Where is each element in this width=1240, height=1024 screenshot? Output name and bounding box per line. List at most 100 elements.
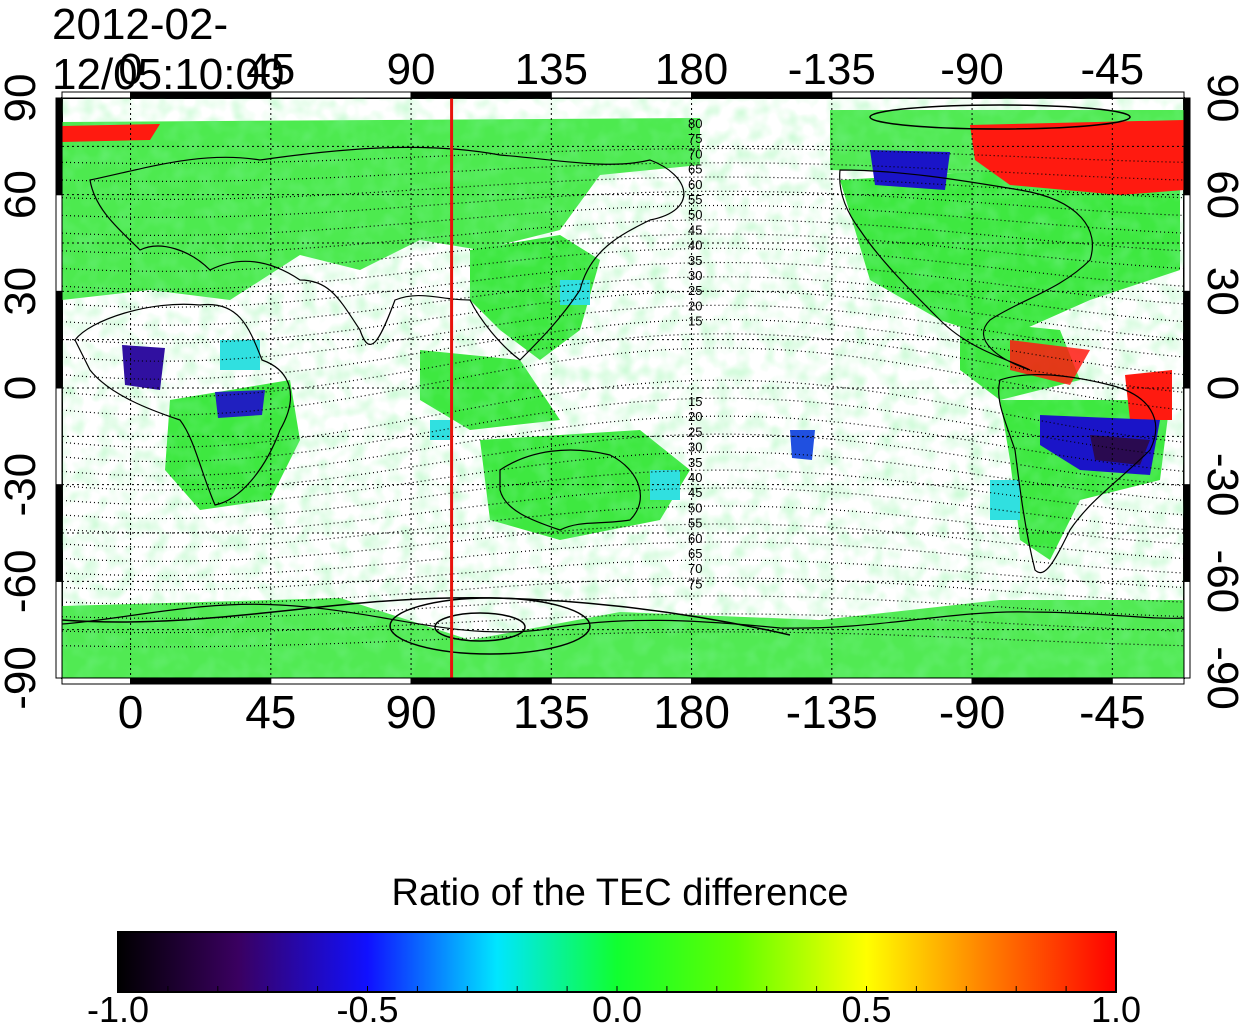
coastline-eurasia (89, 146, 685, 361)
south-contour-label: 65 (688, 546, 702, 561)
west-africa-negative-anomaly (122, 345, 165, 390)
south-polar-contour (62, 597, 791, 636)
top-lon-label: -45 (1081, 45, 1145, 94)
colorbar-gradient (117, 931, 1117, 993)
right-lat-label: -30 (1198, 453, 1240, 517)
right-axis-segment (1183, 484, 1191, 582)
magnetic-contour-line (62, 318, 1184, 380)
left-axis-segment (55, 580, 63, 679)
tec-world-map: 0 45 90 135 180 -135 -90 -45 0 45 90 135 180 -135 -90… (0, 45, 1240, 738)
south-contour-label: 30 (688, 440, 702, 455)
top-lon-label: 90 (387, 45, 436, 94)
coastline-australia (499, 449, 641, 531)
south-contour-label: 40 (688, 470, 702, 485)
magnetic-contour-line (62, 219, 1184, 254)
bottom-lon-label: -135 (786, 686, 878, 738)
bottom-lon-label: 0 (118, 686, 144, 738)
magnetic-contour-line (62, 433, 1184, 491)
left-axis-segment (55, 194, 63, 292)
coastline-north-america (839, 169, 1094, 371)
colorbar: -1.0 -0.5 0.0 0.5 1.0 (87, 931, 1141, 1024)
north-contour-label: 55 (688, 192, 702, 207)
south-america-core-negative (1090, 435, 1150, 465)
left-lat-label: -90 (0, 646, 45, 710)
left-lat-label: 30 (0, 267, 45, 316)
bottom-longitude-labels: 0 45 90 135 180 -135 -90 -45 (118, 686, 1146, 738)
north-contour-label: 40 (688, 238, 702, 253)
magnetic-contour-line (62, 415, 1184, 477)
left-lat-label: -60 (0, 550, 45, 614)
magnetic-contour-line (62, 559, 1184, 591)
right-axis-segment (1183, 194, 1191, 292)
bottom-axis-segment (971, 677, 1113, 685)
axis-tick-bars (55, 91, 1191, 685)
negative-anomalies (122, 150, 1160, 475)
north-contour-label: 75 (688, 131, 702, 146)
north-contour-label: 50 (688, 207, 702, 222)
greenland-positive-anomaly (62, 124, 160, 142)
bottom-axis-segment (270, 677, 412, 685)
colorbar-title: Ratio of the TEC difference (391, 872, 849, 914)
south-contour-label: 60 (688, 531, 702, 546)
colorbar-tick-label: 0.5 (841, 989, 891, 1024)
bottom-lon-label: -45 (1079, 686, 1145, 738)
top-lon-label: 135 (515, 45, 588, 94)
bottom-axis-segment (1111, 677, 1185, 685)
coastline-antarctica (62, 603, 1184, 633)
top-lon-label: 45 (246, 45, 295, 94)
right-lat-label: 0 (1198, 376, 1240, 400)
colorbar-tick-label: -0.5 (336, 989, 398, 1024)
contour-labels: 8075706560555045403530252015152025303540… (688, 116, 702, 591)
south-contour-label: 25 (688, 424, 702, 439)
top-lon-label: -90 (940, 45, 1004, 94)
south-contour-label: 20 (688, 409, 702, 424)
magnetic-contour-line (62, 304, 1184, 362)
colorbar-tick-label: 0.0 (592, 989, 642, 1024)
bottom-lon-label: -90 (939, 686, 1005, 738)
left-axis-segment (55, 290, 63, 389)
colorbar-tick-label: 1.0 (1091, 989, 1141, 1024)
right-lat-label: 90 (1198, 74, 1240, 123)
pacific-negative-anomaly (790, 430, 815, 460)
bottom-axis-segment (410, 677, 552, 685)
south-contour-label: 75 (688, 576, 702, 591)
magnetic-contour-line (62, 204, 1184, 237)
south-contour-label: 35 (688, 455, 702, 470)
africa-negative-anomaly (215, 390, 265, 418)
north-contour-label: 80 (688, 116, 702, 131)
top-axis-segment (1111, 91, 1185, 99)
magnetic-latitude-contours (62, 147, 1184, 648)
bottom-axis-segment (130, 677, 272, 685)
south-contour-label: 15 (688, 394, 702, 409)
north-contour-label: 30 (688, 268, 702, 283)
magnetic-pole-contours (62, 104, 1131, 655)
south-contour-label: 55 (688, 516, 702, 531)
bottom-lon-label: 90 (385, 686, 436, 738)
coastline-africa (74, 303, 291, 506)
left-lat-label: 0 (0, 376, 45, 400)
north-contour-label: 60 (688, 177, 702, 192)
south-magnetic-pole-inner-contour (434, 612, 526, 642)
magnetic-contour-line (62, 190, 1184, 218)
caribbean-positive-anomaly (1010, 340, 1090, 385)
coastline-south-america (998, 373, 1157, 574)
arctic-negative-anomaly (870, 150, 950, 190)
bottom-lon-label: 180 (653, 686, 730, 738)
north-contour-label: 25 (688, 283, 702, 298)
north-contour-label: 65 (688, 162, 702, 177)
right-lat-label: 60 (1198, 170, 1240, 219)
north-magnetic-pole-contour (869, 104, 1131, 130)
positive-anomalies (62, 120, 1184, 420)
colorbar-ticks: -1.0 -0.5 0.0 0.5 1.0 (87, 986, 1141, 1024)
right-axis-segment (1183, 97, 1191, 196)
north-contour-label: 70 (688, 146, 702, 161)
left-latitude-labels: 90 60 30 0 -30 -60 -90 (0, 74, 45, 710)
magnetic-contour-line (62, 541, 1184, 577)
left-lat-label: -30 (0, 453, 45, 517)
left-axis-segment (55, 387, 63, 486)
top-lon-label: 180 (655, 45, 728, 94)
south-contour-label: 45 (688, 485, 702, 500)
bottom-axis-segment (550, 677, 693, 685)
top-lon-label: -135 (788, 45, 876, 94)
bottom-axis-segment (831, 677, 973, 685)
